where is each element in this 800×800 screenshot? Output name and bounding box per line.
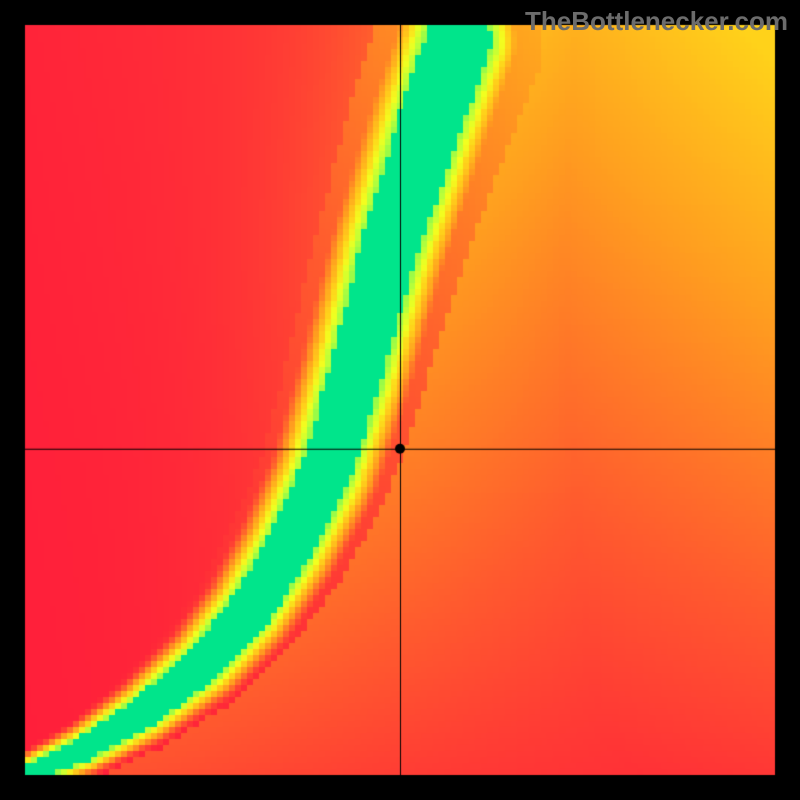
chart-container: TheBottlenecker.com — [0, 0, 800, 800]
watermark-text: TheBottlenecker.com — [525, 6, 788, 37]
bottleneck-heatmap-canvas — [0, 0, 800, 800]
